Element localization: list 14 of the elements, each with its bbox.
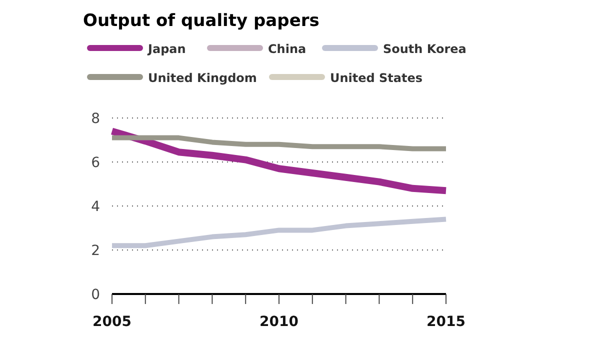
legend-label: United Kingdom — [148, 71, 257, 85]
legend-label: South Korea — [383, 42, 466, 56]
legend-label: United States — [330, 71, 423, 85]
y-tick-label: 4 — [91, 199, 100, 215]
chart-title: Output of quality papers — [83, 11, 320, 31]
y-tick-label: 2 — [91, 243, 100, 259]
x-tick-label: 2010 — [260, 314, 299, 330]
legend-label: China — [268, 42, 306, 56]
x-tick-label: 2015 — [426, 314, 466, 330]
y-tick-label: 8 — [91, 111, 100, 127]
y-tick-label: 6 — [91, 155, 100, 171]
legend-label: Japan — [147, 42, 186, 56]
y-tick-label: 0 — [91, 287, 100, 303]
x-tick-label: 2005 — [92, 314, 132, 330]
